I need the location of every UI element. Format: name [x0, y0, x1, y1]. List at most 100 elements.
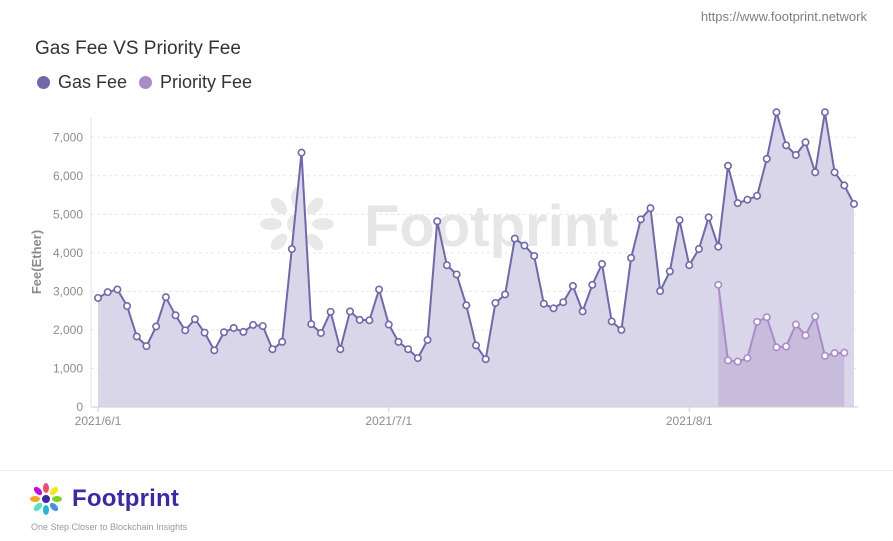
data-point-gas-fee — [520, 241, 529, 250]
data-point-gas-fee — [210, 346, 219, 355]
data-point-gas-fee — [501, 290, 510, 299]
data-point-gas-fee — [830, 168, 839, 177]
data-point-gas-fee — [578, 307, 587, 316]
data-point-gas-fee — [345, 307, 354, 316]
watermark-text: Footprint — [364, 194, 618, 259]
y-tick-label: 4,000 — [53, 246, 83, 260]
source-url[interactable]: https://www.footprint.network — [700, 9, 867, 24]
footer-logo[interactable]: Footprint — [28, 482, 179, 516]
data-point-gas-fee — [142, 342, 151, 351]
data-point-priority-fee — [714, 280, 723, 289]
y-axis-label: Fee(Ether) — [29, 230, 44, 294]
data-point-gas-fee — [714, 242, 723, 251]
legend-item-gas-fee[interactable]: Gas Fee — [37, 72, 127, 93]
data-point-gas-fee — [249, 320, 258, 329]
data-point-gas-fee — [258, 322, 267, 331]
data-point-gas-fee — [753, 191, 762, 200]
data-point-gas-fee — [849, 199, 858, 208]
data-point-gas-fee — [491, 298, 500, 307]
data-point-priority-fee — [811, 312, 820, 321]
data-point-gas-fee — [539, 299, 548, 308]
data-point-gas-fee — [801, 138, 810, 147]
data-point-gas-fee — [607, 317, 616, 326]
data-point-priority-fee — [830, 349, 839, 358]
data-point-gas-fee — [433, 217, 442, 226]
x-tick-label: 2021/6/1 — [75, 414, 122, 428]
data-point-gas-fee — [510, 234, 519, 243]
data-point-gas-fee — [723, 161, 732, 170]
data-point-gas-fee — [656, 287, 665, 296]
x-tick-label: 2021/8/1 — [666, 414, 713, 428]
data-point-gas-fee — [132, 332, 141, 341]
data-point-gas-fee — [152, 322, 161, 331]
data-point-gas-fee — [588, 280, 597, 289]
data-point-gas-fee — [326, 307, 335, 316]
data-point-gas-fee — [665, 267, 674, 276]
data-point-gas-fee — [171, 311, 180, 320]
footprint-logo-icon — [30, 483, 62, 515]
legend-item-priority-fee[interactable]: Priority Fee — [139, 72, 252, 93]
brand-name: Footprint — [72, 485, 180, 512]
data-point-gas-fee — [287, 245, 296, 254]
data-point-gas-fee — [94, 293, 103, 302]
data-point-gas-fee — [840, 181, 849, 190]
data-point-gas-fee — [297, 148, 306, 157]
data-point-priority-fee — [733, 357, 742, 366]
data-point-priority-fee — [820, 351, 829, 360]
legend-label-priority-fee: Priority Fee — [160, 72, 253, 92]
data-point-gas-fee — [762, 154, 771, 163]
legend-marker-gas-fee — [37, 76, 50, 89]
brand-tagline: One Step Closer to Blockchain Insights — [31, 522, 188, 532]
data-point-gas-fee — [675, 216, 684, 225]
data-point-gas-fee — [530, 251, 539, 260]
data-point-gas-fee — [481, 355, 490, 364]
chart-legend: Gas Fee Priority Fee — [37, 72, 264, 93]
data-point-gas-fee — [103, 288, 112, 297]
data-point-gas-fee — [685, 261, 694, 270]
data-point-gas-fee — [646, 204, 655, 213]
y-tick-label: 3,000 — [53, 284, 83, 298]
data-point-priority-fee — [782, 342, 791, 351]
data-point-gas-fee — [384, 320, 393, 329]
data-point-priority-fee — [762, 313, 771, 322]
data-point-priority-fee — [753, 317, 762, 326]
data-point-gas-fee — [278, 337, 287, 346]
y-tick-label: 5,000 — [53, 207, 83, 221]
x-tick-label: 2021/7/1 — [365, 414, 412, 428]
data-point-gas-fee — [549, 304, 558, 313]
data-point-gas-fee — [404, 345, 413, 354]
data-point-gas-fee — [462, 301, 471, 310]
data-point-gas-fee — [694, 245, 703, 254]
y-tick-label: 6,000 — [53, 169, 83, 183]
y-tick-label: 0 — [76, 400, 83, 414]
data-point-gas-fee — [413, 354, 422, 363]
data-point-gas-fee — [471, 341, 480, 350]
data-point-priority-fee — [743, 354, 752, 363]
data-point-gas-fee — [704, 213, 713, 222]
y-tick-label: 1,000 — [53, 361, 83, 375]
data-point-gas-fee — [733, 199, 742, 208]
data-point-gas-fee — [113, 285, 122, 294]
data-point-priority-fee — [791, 320, 800, 329]
data-point-gas-fee — [597, 260, 606, 269]
legend-label-gas-fee: Gas Fee — [58, 72, 128, 92]
data-point-gas-fee — [200, 328, 209, 337]
footer-divider — [0, 470, 893, 471]
data-point-gas-fee — [123, 302, 132, 311]
data-point-gas-fee — [820, 108, 829, 117]
data-point-gas-fee — [636, 215, 645, 224]
data-point-priority-fee — [801, 331, 810, 340]
data-point-gas-fee — [307, 320, 316, 329]
data-point-gas-fee — [229, 324, 238, 333]
data-point-gas-fee — [161, 293, 170, 302]
data-point-gas-fee — [559, 298, 568, 307]
data-point-gas-fee — [190, 315, 199, 324]
y-tick-label: 7,000 — [53, 130, 83, 144]
data-point-gas-fee — [268, 345, 277, 354]
data-point-gas-fee — [772, 108, 781, 117]
data-point-gas-fee — [743, 195, 752, 204]
chart-title: Gas Fee VS Priority Fee — [35, 38, 241, 59]
data-point-gas-fee — [568, 282, 577, 291]
data-point-gas-fee — [220, 328, 229, 337]
